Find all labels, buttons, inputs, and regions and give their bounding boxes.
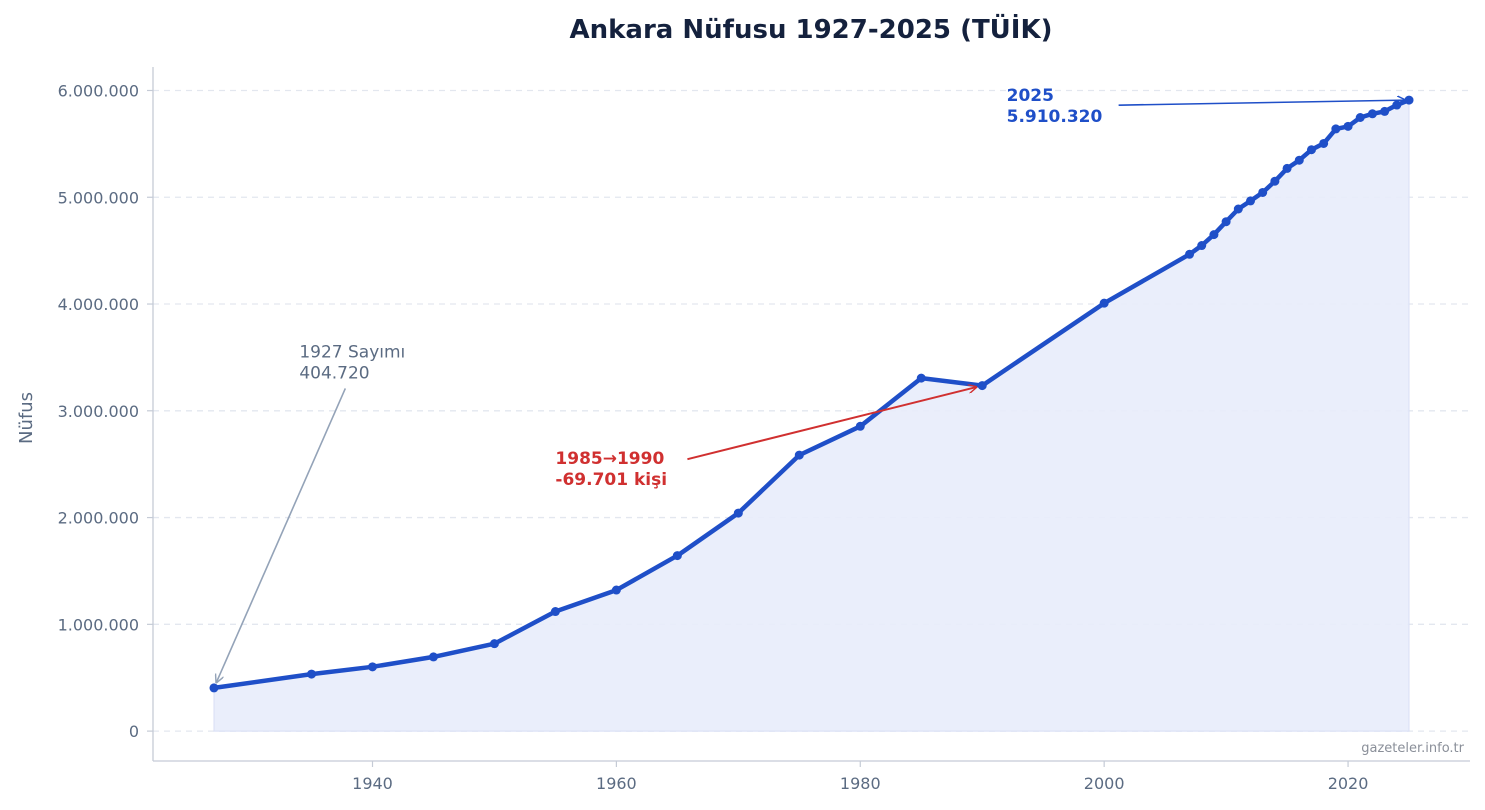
data-point — [1099, 298, 1109, 308]
data-point — [611, 585, 621, 595]
data-point — [855, 421, 865, 431]
annotation-first-text: 404.720 — [299, 363, 369, 383]
data-point — [1343, 121, 1353, 131]
x-tick-label: 1960 — [596, 774, 637, 793]
data-point — [1185, 249, 1195, 259]
data-point — [1282, 163, 1292, 173]
data-point — [550, 607, 560, 617]
data-point — [489, 639, 499, 649]
data-point — [672, 551, 682, 561]
data-point — [307, 669, 317, 679]
y-tick-label: 2.000.000 — [58, 509, 139, 528]
data-point — [1380, 106, 1390, 116]
y-tick-label: 4.000.000 — [58, 295, 139, 314]
data-point — [1209, 230, 1219, 240]
data-point — [1246, 196, 1255, 206]
annotation-last-arrow — [1118, 100, 1405, 106]
data-point — [977, 381, 987, 391]
data-point — [1233, 204, 1243, 214]
data-point — [1306, 145, 1316, 155]
x-tick-label: 2000 — [1084, 774, 1125, 793]
watermark: gazeteler.info.tr — [1361, 741, 1464, 756]
data-point — [1221, 217, 1231, 227]
data-point — [1197, 241, 1207, 251]
data-point — [1355, 113, 1365, 123]
y-axis-ticks: 0 1.000.000 2.000.000 3.000.000 4.000.000 5.0… — [58, 81, 153, 741]
area-fill — [213, 99, 1410, 732]
x-tick-label: 1980 — [840, 774, 881, 793]
y-tick-label: 0 — [129, 722, 139, 741]
x-tick-label: 2020 — [1328, 774, 1369, 793]
annotation-drop: 1985→1990-69.701 kişi — [555, 387, 976, 490]
data-point — [1270, 176, 1280, 186]
annotation-drop-text: 1985→1990 — [555, 449, 664, 469]
data-point — [1367, 109, 1377, 119]
annotation-last-text: 2025 — [1007, 86, 1054, 106]
data-point — [209, 683, 219, 693]
data-point — [1392, 100, 1402, 110]
y-tick-label: 1.000.000 — [58, 615, 139, 634]
data-point — [1331, 124, 1341, 134]
annotation-drop-arrow — [687, 387, 976, 461]
x-tick-label: 1940 — [352, 774, 393, 793]
data-point — [1294, 155, 1304, 165]
data-point — [368, 662, 377, 672]
data-point — [794, 450, 804, 460]
data-points — [209, 95, 1414, 693]
y-axis-label: Nüfus — [16, 392, 37, 444]
x-axis-ticks: 1940 1960 1980 2000 2020 — [352, 761, 1368, 793]
annotation-first-text: 1927 Sayımı — [299, 342, 405, 362]
data-point — [916, 373, 926, 383]
annotation-drop-text: -69.701 kişi — [555, 470, 667, 490]
data-point — [428, 652, 438, 662]
chart-title: Ankara Nüfusu 1927-2025 (TÜİK) — [569, 12, 1052, 45]
data-point — [1258, 187, 1268, 197]
annotation-first-arrow — [216, 388, 347, 682]
data-point — [1404, 95, 1414, 105]
y-tick-label: 3.000.000 — [58, 402, 139, 421]
y-tick-label: 6.000.000 — [58, 81, 139, 100]
data-point — [1319, 138, 1329, 148]
data-point — [733, 508, 743, 518]
y-tick-label: 5.000.000 — [58, 188, 139, 207]
annotation-last-text: 5.910.320 — [1007, 107, 1103, 127]
